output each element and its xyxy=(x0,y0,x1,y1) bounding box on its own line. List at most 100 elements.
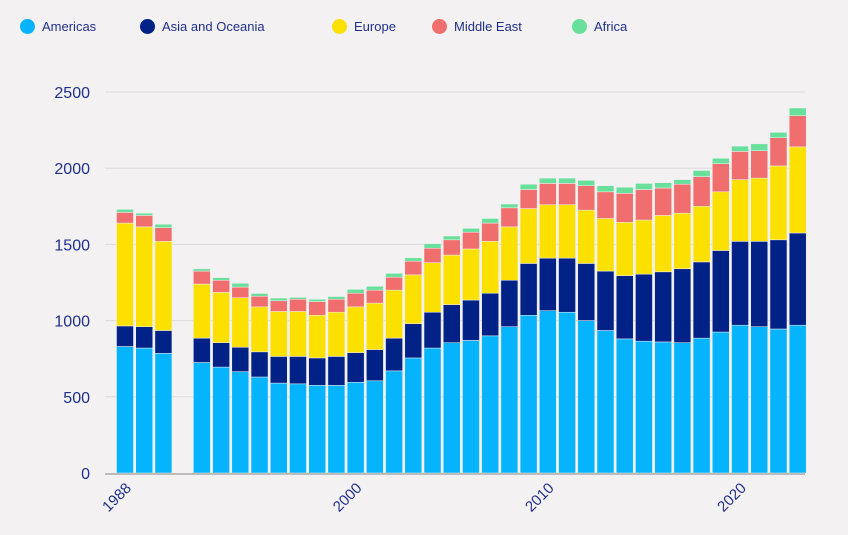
bar-segment-asia-and-oceania-1997[interactable] xyxy=(289,356,307,385)
bar-segment-americas-2019[interactable] xyxy=(712,331,730,474)
legend-item-asia-and-oceania[interactable]: Asia and Oceania xyxy=(140,19,265,34)
bar-segment-africa-2005[interactable] xyxy=(442,235,461,241)
bar-segment-americas-2004[interactable] xyxy=(423,347,442,474)
bar-segment-africa-2002[interactable] xyxy=(385,273,403,278)
bar-segment-europe-2011[interactable] xyxy=(558,204,576,259)
bar-segment-americas-2007[interactable] xyxy=(481,335,499,474)
bar-segment-africa-2020[interactable] xyxy=(731,145,749,152)
bar-segment-europe-2017[interactable] xyxy=(673,212,692,270)
bar-segment-americas-2006[interactable] xyxy=(462,340,480,474)
bar-segment-middle-east-2022[interactable] xyxy=(769,137,788,167)
bar-segment-americas-1990[interactable] xyxy=(154,353,173,474)
bar-segment-europe-1995[interactable] xyxy=(250,306,269,353)
bar-segment-middle-east-2012[interactable] xyxy=(577,185,596,211)
bar-segment-asia-and-oceania-2007[interactable] xyxy=(481,292,499,337)
bar-segment-middle-east-1998[interactable] xyxy=(308,301,326,316)
bar-segment-asia-and-oceania-2012[interactable] xyxy=(577,263,596,321)
bar-segment-africa-1990[interactable] xyxy=(154,224,173,228)
bar-segment-americas-1989[interactable] xyxy=(135,347,153,474)
bar-segment-asia-and-oceania-1989[interactable] xyxy=(135,326,153,349)
bar-segment-middle-east-1994[interactable] xyxy=(231,286,250,298)
bar-segment-middle-east-2014[interactable] xyxy=(615,193,634,223)
bar-segment-asia-and-oceania-2011[interactable] xyxy=(558,257,576,313)
bar-segment-middle-east-1995[interactable] xyxy=(250,295,269,308)
bar-segment-africa-2021[interactable] xyxy=(750,143,769,151)
bar-segment-africa-2001[interactable] xyxy=(366,286,384,291)
bar-segment-middle-east-1996[interactable] xyxy=(270,300,288,312)
bar-segment-middle-east-2023[interactable] xyxy=(788,115,807,148)
bar-segment-africa-2011[interactable] xyxy=(558,177,576,184)
bar-segment-middle-east-2018[interactable] xyxy=(692,176,711,207)
bar-segment-americas-2000[interactable] xyxy=(346,382,365,474)
bar-segment-africa-2008[interactable] xyxy=(500,203,519,209)
bar-segment-americas-1995[interactable] xyxy=(250,376,269,474)
bar-segment-africa-2015[interactable] xyxy=(635,183,653,190)
bar-segment-americas-1997[interactable] xyxy=(289,383,307,474)
bar-segment-americas-2009[interactable] xyxy=(519,315,538,474)
bar-segment-middle-east-2005[interactable] xyxy=(442,239,461,256)
bar-segment-europe-1988[interactable] xyxy=(116,222,134,327)
bar-segment-americas-2018[interactable] xyxy=(692,337,711,474)
bar-segment-middle-east-1999[interactable] xyxy=(327,299,346,313)
bar-segment-africa-1995[interactable] xyxy=(250,293,269,297)
bar-segment-africa-2003[interactable] xyxy=(404,257,423,262)
bar-segment-americas-2023[interactable] xyxy=(788,324,807,474)
bar-segment-asia-and-oceania-2006[interactable] xyxy=(462,299,480,341)
bar-segment-europe-1996[interactable] xyxy=(270,311,288,357)
bar-segment-europe-2019[interactable] xyxy=(712,191,730,251)
bar-segment-americas-2003[interactable] xyxy=(404,357,423,474)
bar-segment-asia-and-oceania-2014[interactable] xyxy=(615,275,634,340)
bar-segment-middle-east-2016[interactable] xyxy=(654,187,672,216)
bar-segment-africa-2022[interactable] xyxy=(769,132,788,138)
bar-segment-europe-2020[interactable] xyxy=(731,179,749,242)
bar-segment-middle-east-2004[interactable] xyxy=(423,247,442,263)
bar-segment-americas-1999[interactable] xyxy=(327,385,346,474)
bar-segment-asia-and-oceania-1995[interactable] xyxy=(250,351,269,378)
bar-segment-europe-1989[interactable] xyxy=(135,226,153,327)
bar-segment-asia-and-oceania-1990[interactable] xyxy=(154,330,173,354)
bar-segment-americas-1992[interactable] xyxy=(193,362,211,474)
bar-segment-asia-and-oceania-2000[interactable] xyxy=(346,352,365,383)
bar-segment-asia-and-oceania-2005[interactable] xyxy=(442,304,461,343)
bar-segment-americas-2020[interactable] xyxy=(731,324,749,474)
bar-segment-middle-east-2010[interactable] xyxy=(539,183,557,206)
bar-segment-asia-and-oceania-2013[interactable] xyxy=(596,270,615,331)
bar-segment-asia-and-oceania-2010[interactable] xyxy=(539,257,557,311)
legend-item-africa[interactable]: Africa xyxy=(572,19,627,34)
bar-segment-americas-2008[interactable] xyxy=(500,326,519,474)
bar-segment-middle-east-2011[interactable] xyxy=(558,183,576,206)
bar-segment-middle-east-1992[interactable] xyxy=(193,270,211,285)
bar-segment-europe-1992[interactable] xyxy=(193,283,211,339)
bar-segment-africa-1996[interactable] xyxy=(270,297,288,302)
bar-segment-africa-1997[interactable] xyxy=(289,297,307,300)
bar-segment-asia-and-oceania-2008[interactable] xyxy=(500,279,519,327)
bar-segment-europe-2021[interactable] xyxy=(750,177,769,242)
bar-segment-europe-2004[interactable] xyxy=(423,262,442,313)
bar-segment-africa-2019[interactable] xyxy=(712,158,730,164)
bar-segment-africa-1994[interactable] xyxy=(231,283,250,288)
bar-segment-americas-2013[interactable] xyxy=(596,330,615,474)
bar-segment-middle-east-2013[interactable] xyxy=(596,191,615,219)
bar-segment-africa-1989[interactable] xyxy=(135,212,153,216)
bar-segment-americas-1993[interactable] xyxy=(212,366,230,474)
bar-segment-asia-and-oceania-2020[interactable] xyxy=(731,241,749,326)
bar-segment-europe-2003[interactable] xyxy=(404,274,423,324)
bar-segment-middle-east-2021[interactable] xyxy=(750,150,769,179)
bar-segment-middle-east-2020[interactable] xyxy=(731,151,749,180)
bar-segment-europe-2023[interactable] xyxy=(788,146,807,234)
bar-segment-europe-1998[interactable] xyxy=(308,315,326,359)
bar-segment-europe-2006[interactable] xyxy=(462,248,480,301)
bar-segment-asia-and-oceania-2016[interactable] xyxy=(654,271,672,343)
bar-segment-africa-2006[interactable] xyxy=(462,228,480,233)
bar-segment-africa-1999[interactable] xyxy=(327,296,346,300)
bar-segment-europe-1990[interactable] xyxy=(154,241,173,331)
bar-segment-middle-east-2000[interactable] xyxy=(346,292,365,308)
bar-segment-asia-and-oceania-2004[interactable] xyxy=(423,311,442,349)
legend-item-americas[interactable]: Americas xyxy=(20,19,96,34)
bar-segment-americas-2012[interactable] xyxy=(577,320,596,474)
bar-segment-europe-2010[interactable] xyxy=(539,204,557,259)
bar-segment-africa-2014[interactable] xyxy=(615,187,634,194)
bar-segment-americas-1998[interactable] xyxy=(308,385,326,474)
bar-segment-asia-and-oceania-2015[interactable] xyxy=(635,273,653,342)
bar-segment-africa-2012[interactable] xyxy=(577,180,596,186)
